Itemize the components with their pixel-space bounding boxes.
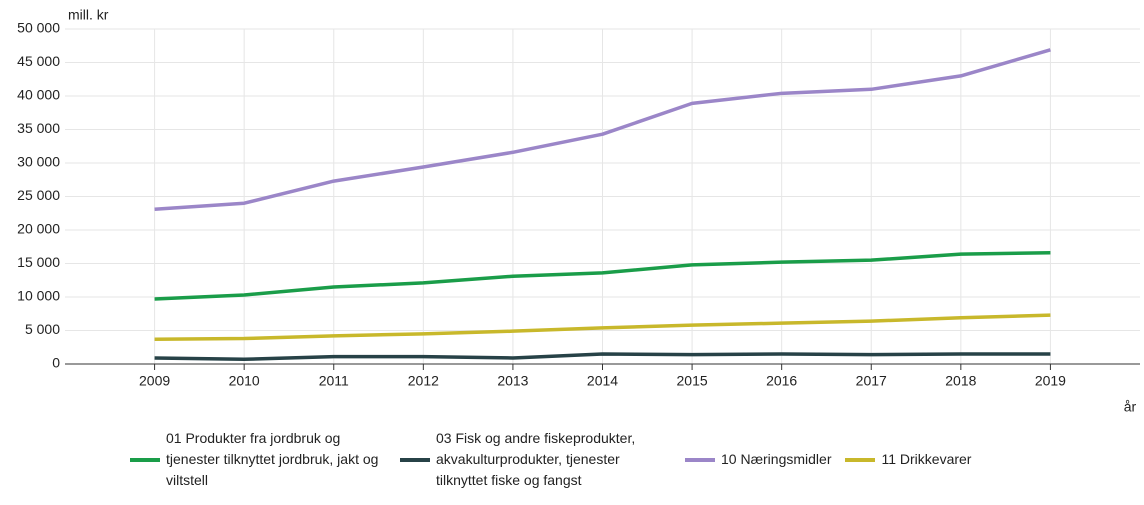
y-tick-label: 35 000: [17, 120, 60, 136]
legend-swatch: [400, 457, 430, 462]
legend-swatch: [845, 457, 876, 462]
legend-item: 01 Produkter fra jordbruk og tjenester t…: [130, 428, 386, 491]
y-tick-label: 40 000: [17, 87, 60, 103]
y-tick-label: 20 000: [17, 221, 60, 237]
x-tick-label: 2010: [229, 373, 260, 389]
y-axis-label: mill. kr: [68, 7, 109, 23]
x-tick-label: 2019: [1035, 373, 1066, 389]
legend-label: 11 Drikkevarer: [881, 451, 972, 467]
x-tick-label: 2012: [408, 373, 439, 389]
y-tick-label: 30 000: [17, 154, 60, 170]
y-tick-label: 50 000: [17, 20, 60, 36]
legend-label: 01 Produkter fra jordbruk og tjenester t…: [166, 430, 379, 488]
y-tick-label: 5 000: [25, 321, 60, 337]
legend-label: 10 Næringsmidler: [721, 451, 832, 467]
legend-item: 10 Næringsmidler: [685, 428, 831, 491]
x-tick-label: 2009: [139, 373, 170, 389]
y-tick-label: 45 000: [17, 53, 60, 69]
x-tick-label: 2016: [766, 373, 797, 389]
y-tick-label: 15 000: [17, 254, 60, 270]
x-tick-label: 2014: [587, 373, 618, 389]
legend-item: 11 Drikkevarer: [845, 428, 971, 491]
legend-swatch: [130, 457, 160, 462]
x-tick-label: 2018: [945, 373, 976, 389]
legend-item: 03 Fisk og andre fiskeprodukter, akvakul…: [400, 428, 671, 491]
x-tick-label: 2011: [319, 373, 349, 389]
legend-swatch: [685, 457, 715, 462]
y-tick-label: 25 000: [17, 187, 60, 203]
legend: 01 Produkter fra jordbruk og tjenester t…: [130, 428, 985, 491]
x-tick-label: 2017: [856, 373, 887, 389]
x-tick-label: 2015: [677, 373, 708, 389]
x-axis-label: år: [1124, 399, 1137, 415]
series-line: [154, 251, 1051, 301]
legend-label: 03 Fisk og andre fiskeprodukter, akvakul…: [436, 430, 636, 488]
series-line: [154, 352, 1051, 362]
series-line: [154, 313, 1051, 341]
x-tick-label: 2013: [497, 373, 528, 389]
y-tick-label: 0: [52, 355, 60, 371]
y-tick-label: 10 000: [17, 288, 60, 304]
series-line: [154, 48, 1051, 211]
chart: mill. kr år 0 5 000 10 000 15 000 20 000 25 0…: [17, 7, 1140, 415]
